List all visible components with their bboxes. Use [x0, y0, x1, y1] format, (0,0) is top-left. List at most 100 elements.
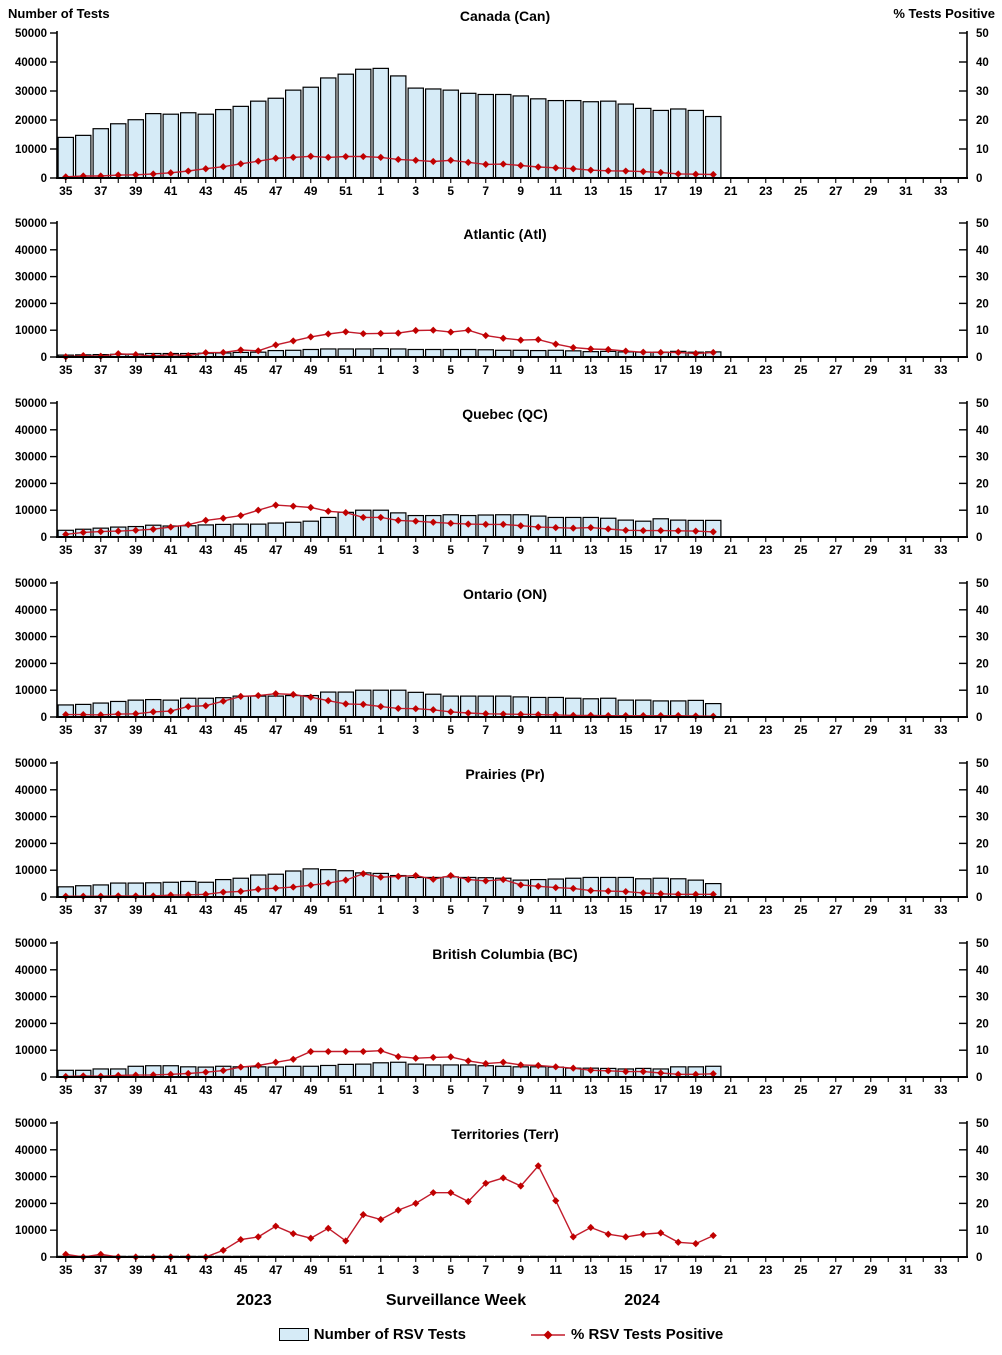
- pct-positive-marker: [692, 712, 700, 720]
- pct-positive-marker: [307, 693, 315, 701]
- tests-bar: [582, 101, 599, 179]
- week-tick-label: 31: [899, 1263, 913, 1277]
- pct-positive-marker: [219, 163, 227, 171]
- pct-positive-marker: [202, 702, 210, 710]
- right-tick-label: 20: [976, 115, 989, 127]
- week-tick-label: 43: [199, 543, 213, 557]
- pct-positive-marker: [394, 516, 402, 524]
- pct-positive-marker: [412, 326, 420, 335]
- pct-positive-marker: [394, 155, 402, 164]
- pct-positive-marker: [412, 871, 420, 880]
- left-tick-label: 0: [41, 892, 47, 904]
- pct-positive-marker: [622, 526, 630, 534]
- week-tick-label: 11: [549, 1083, 562, 1097]
- left-tick-label: 0: [41, 1072, 47, 1084]
- tests-bar: [337, 73, 355, 179]
- week-tick-label: 9: [517, 184, 524, 198]
- pct-positive-marker: [324, 330, 332, 338]
- tests-bar: [285, 521, 302, 538]
- week-tick-label: 13: [584, 903, 598, 917]
- pct-positive-marker: [534, 335, 542, 344]
- week-tick-label: 49: [304, 1263, 318, 1277]
- week-tick-label: 25: [794, 1083, 808, 1097]
- week-tick-label: 41: [164, 184, 178, 198]
- tests-bar: [337, 348, 355, 358]
- pct-positive-marker: [289, 337, 297, 345]
- pct-positive-marker: [132, 526, 140, 534]
- left-tick-label: 10000: [15, 1225, 47, 1237]
- week-tick-label: 11: [549, 363, 562, 377]
- pct-positive-marker: [79, 172, 87, 180]
- pct-positive-marker: [184, 352, 192, 360]
- week-tick-label: 5: [447, 1083, 454, 1097]
- week-tick-label: 17: [654, 184, 668, 198]
- pct-positive-marker: [289, 883, 297, 891]
- week-tick-label: 41: [164, 723, 178, 737]
- pct-positive-marker: [657, 526, 665, 535]
- tests-bar: [302, 1065, 320, 1078]
- pct-positive-marker: [552, 884, 560, 892]
- right-tick-label: 0: [976, 1252, 982, 1264]
- pct-positive-marker: [569, 524, 577, 532]
- pct-positive-marker: [569, 165, 577, 173]
- tests-bar: [127, 119, 145, 179]
- week-tick-label: 1: [377, 1263, 384, 1277]
- right-tick-label: 40: [976, 57, 989, 69]
- pct-positive-marker: [79, 528, 87, 537]
- pct-positive-marker: [272, 1222, 280, 1230]
- right-tick-label: 0: [976, 532, 982, 544]
- week-tick-label: 1: [377, 184, 384, 198]
- week-tick-label: 17: [654, 1263, 668, 1277]
- week-tick-label: 3: [412, 363, 419, 377]
- pct-positive-marker: [324, 153, 332, 162]
- week-tick-label: 5: [447, 903, 454, 917]
- week-tick-label: 27: [829, 723, 843, 737]
- pct-positive-marker: [674, 170, 682, 178]
- pct-positive-marker: [307, 503, 315, 512]
- pct-positive-marker: [447, 328, 455, 336]
- pct-positive-marker: [709, 348, 717, 357]
- tests-bar: [652, 109, 669, 179]
- pct-positive-marker: [692, 527, 700, 535]
- pct-positive-marker: [412, 1054, 420, 1062]
- pct-positive-marker: [272, 501, 280, 509]
- pct-positive-marker: [569, 1233, 577, 1241]
- week-tick-label: 21: [724, 1263, 738, 1277]
- right-tick-label: 40: [976, 1145, 989, 1157]
- tests-bar: [372, 67, 390, 179]
- week-tick-label: 29: [864, 1083, 878, 1097]
- tests-bar: [390, 1061, 407, 1078]
- pct-positive-marker: [289, 690, 297, 699]
- week-tick-label: 21: [724, 1083, 738, 1097]
- week-tick-label: 37: [94, 903, 108, 917]
- tests-bar: [460, 348, 477, 358]
- week-tick-label: 33: [934, 903, 948, 917]
- week-tick-label: 25: [794, 184, 808, 198]
- pct-positive-marker: [377, 513, 385, 522]
- week-tick-label: 25: [794, 723, 808, 737]
- week-tick-label: 15: [619, 363, 633, 377]
- week-tick-label: 35: [59, 1083, 73, 1097]
- pct-positive-marker: [324, 697, 332, 705]
- week-tick-label: 33: [934, 1263, 948, 1277]
- tests-bar: [302, 86, 320, 179]
- legend: Number of RSV Tests % RSV Tests Positive: [0, 1326, 1002, 1343]
- week-tick-label: 43: [199, 723, 213, 737]
- week-tick-label: 43: [199, 363, 213, 377]
- pct-positive-marker: [377, 1047, 385, 1055]
- week-tick-label: 47: [269, 723, 283, 737]
- left-tick-label: 50000: [15, 28, 47, 40]
- pct-positive-marker: [237, 1235, 245, 1244]
- pct-positive-marker: [447, 156, 455, 164]
- left-tick-label: 20000: [15, 838, 47, 850]
- left-tick-label: 40000: [15, 1145, 47, 1157]
- pct-positive-marker: [499, 160, 507, 168]
- pct-positive-marker: [657, 348, 665, 357]
- week-tick-label: 47: [269, 903, 283, 917]
- week-tick-label: 3: [412, 1083, 419, 1097]
- pct-positive-marker: [692, 170, 700, 178]
- right-tick-label: 30: [976, 272, 989, 284]
- week-tick-label: 51: [339, 1083, 353, 1097]
- week-tick-label: 49: [304, 1083, 318, 1097]
